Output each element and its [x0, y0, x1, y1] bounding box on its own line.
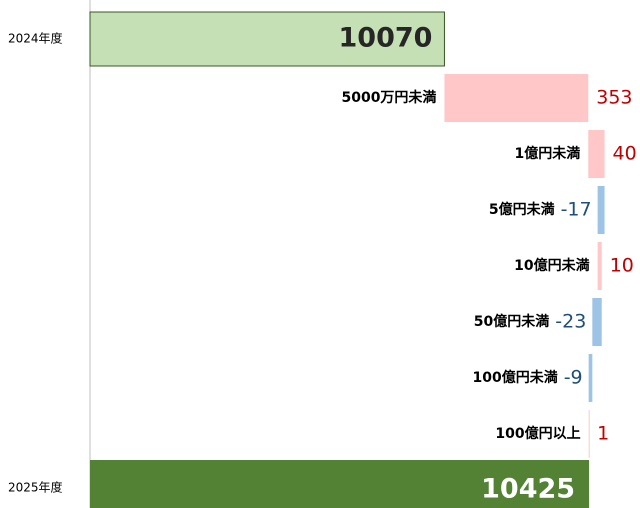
- value-label: -23: [555, 311, 586, 333]
- category-label: 10億円未満: [514, 257, 589, 274]
- start-value: 10070: [339, 23, 433, 54]
- step-bar: [592, 298, 602, 346]
- step-bar: [588, 130, 605, 178]
- step-bar: [597, 186, 605, 234]
- category-label: 1億円未満: [515, 145, 581, 162]
- category-label: 100億円未満: [472, 369, 557, 386]
- category-label: 50億円未満: [474, 313, 549, 330]
- step-bar: [588, 410, 590, 458]
- category-label: 100億円以上: [495, 425, 580, 442]
- category-label: 5億円未満: [489, 201, 555, 218]
- end-bar: [90, 460, 590, 508]
- start-bar: [89, 11, 445, 67]
- value-label: 353: [596, 87, 632, 109]
- start-label: 2024年度: [8, 31, 63, 46]
- value-label: 10: [610, 255, 634, 277]
- category-label: 5000万円未満: [341, 89, 436, 106]
- step-bar: [597, 242, 602, 290]
- step-bar: [444, 74, 589, 122]
- step-bar: [588, 354, 593, 402]
- value-label: -17: [561, 199, 592, 221]
- end-label: 2025年度: [8, 480, 63, 495]
- value-label: 1: [597, 423, 609, 445]
- end-value: 10425: [481, 474, 575, 505]
- value-label: 40: [613, 143, 637, 165]
- value-label: -9: [564, 367, 583, 389]
